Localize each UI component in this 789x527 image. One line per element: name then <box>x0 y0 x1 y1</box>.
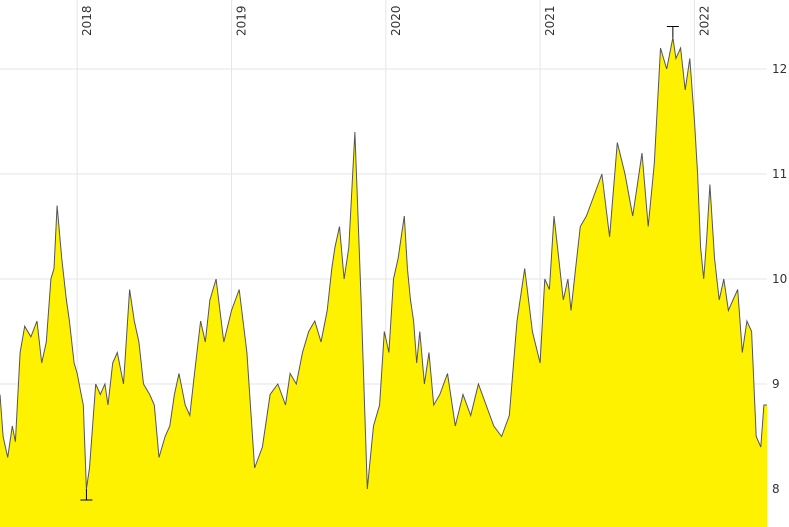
x-tick-label-2022: 2022 <box>697 5 711 36</box>
x-axis: 2018 2019 2020 2021 2022 <box>80 5 711 36</box>
x-tick-label-2019: 2019 <box>234 5 248 36</box>
x-tick-label-2018: 2018 <box>80 5 94 36</box>
y-tick-label-10: 10 <box>772 272 787 286</box>
y-tick-label-11: 11 <box>772 167 787 181</box>
area-fill <box>0 37 767 527</box>
y-tick-label-12: 12 <box>772 62 787 76</box>
y-tick-label-9: 9 <box>772 377 780 391</box>
extreme-markers <box>80 26 679 501</box>
y-axis: 8 9 10 11 12 <box>772 62 787 496</box>
x-tick-label-2021: 2021 <box>543 5 557 36</box>
x-tick-label-2020: 2020 <box>389 5 403 36</box>
y-tick-label-8: 8 <box>772 482 780 496</box>
price-line <box>0 37 767 490</box>
price-area <box>0 37 767 527</box>
